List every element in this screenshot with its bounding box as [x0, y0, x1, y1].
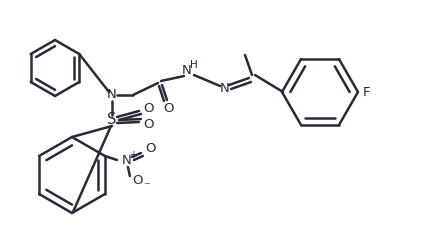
Text: N: N: [182, 65, 192, 78]
Text: O: O: [133, 174, 143, 187]
Text: O: O: [146, 142, 156, 155]
Text: O: O: [144, 103, 154, 115]
Text: O: O: [164, 102, 174, 114]
Text: N: N: [220, 81, 230, 94]
Text: H: H: [190, 60, 198, 70]
Text: F: F: [363, 85, 371, 99]
Text: N: N: [107, 88, 117, 102]
Text: S: S: [107, 112, 117, 128]
Text: ⁻: ⁻: [144, 180, 150, 194]
Text: +: +: [129, 150, 137, 160]
Text: N: N: [122, 154, 132, 168]
Text: O: O: [144, 118, 154, 132]
